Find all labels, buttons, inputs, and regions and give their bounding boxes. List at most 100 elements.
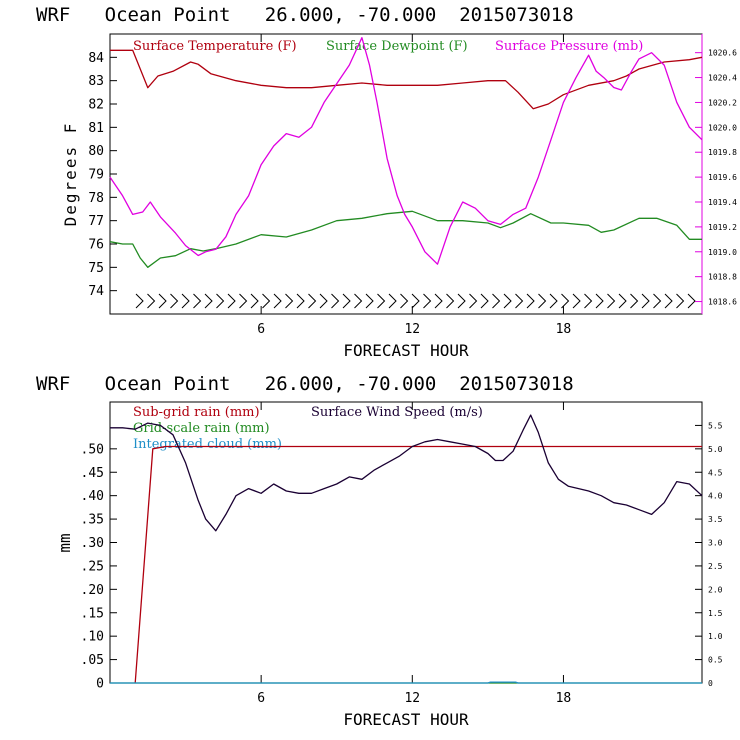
y-tick-label: 0 — [96, 677, 104, 692]
chart1-hatch-row — [135, 293, 696, 309]
hatch-mark — [308, 293, 317, 309]
hatch-mark — [618, 293, 627, 309]
legend-pressure: Surface Pressure (mb) — [495, 39, 643, 54]
y2-tick-label: 0.5 — [708, 656, 723, 665]
y-tick-label: .50 — [81, 442, 104, 457]
y-tick-label: 80 — [88, 144, 104, 159]
hatch-mark — [388, 293, 397, 309]
y-tick-label: 77 — [88, 214, 104, 229]
legend-subgrid-rain: Sub-grid rain (mm) — [133, 405, 260, 420]
series-line-press — [109, 37, 703, 265]
y-tick-label: .10 — [81, 630, 104, 645]
y2-tick-label: 1020.2 — [708, 98, 737, 107]
y2-tick-label: 1019.2 — [708, 223, 737, 232]
y-tick-label: 76 — [88, 238, 104, 253]
y-tick-label: 79 — [88, 168, 104, 183]
y-tick-label: .35 — [81, 513, 104, 528]
y2-tick-label: 5.5 — [708, 421, 723, 430]
chart2-y-label: mm — [55, 533, 74, 552]
y2-tick-label: 5.0 — [708, 445, 723, 454]
hatch-mark — [630, 293, 639, 309]
series-line-subgrid — [134, 445, 702, 684]
y-tick-label: 78 — [88, 191, 104, 206]
x-tick-label: 6 — [257, 322, 265, 337]
hatch-mark — [526, 293, 535, 309]
hatch-mark — [135, 293, 144, 309]
y2-tick-label: 1020.0 — [708, 123, 737, 132]
hatch-mark — [365, 293, 374, 309]
y2-tick-label: 1020.4 — [708, 74, 737, 83]
series-line-wind — [110, 414, 703, 532]
y2-tick-label: 3.0 — [708, 539, 723, 548]
chart1-plot-frame — [109, 33, 703, 315]
y2-tick-label: 1018.6 — [708, 298, 737, 307]
y2-tick-label: 1.5 — [708, 609, 723, 618]
legend-dewpoint: Surface Dewpoint (F) — [326, 39, 468, 54]
y2-tick-label: 4.0 — [708, 492, 723, 501]
chart1-x-label: FORECAST HOUR — [343, 341, 469, 360]
chart1-legend: Surface Temperature (F) Surface Dewpoint… — [133, 39, 643, 54]
hatch-mark — [480, 293, 489, 309]
chart1-ticks: 6 12 18 74 75 76 77 78 79 80 81 82 83 84 1018.6 1018.8 1… — [88, 34, 737, 337]
y-tick-label: 74 — [88, 284, 104, 299]
y2-tick-label: 2.5 — [708, 562, 723, 571]
hatch-mark — [434, 293, 443, 309]
hatch-mark — [561, 293, 570, 309]
chart2-x-label: FORECAST HOUR — [343, 710, 469, 729]
chart2-legend: Sub-grid rain (mm) Grid-scale rain (mm) … — [133, 405, 483, 452]
y-tick-label: 81 — [88, 121, 104, 136]
hatch-mark — [296, 293, 305, 309]
hatch-mark — [285, 293, 294, 309]
x-tick-label: 12 — [404, 322, 420, 337]
hatch-mark — [492, 293, 501, 309]
hatch-mark — [204, 293, 213, 309]
hatch-mark — [170, 293, 179, 309]
x-tick-label: 6 — [257, 691, 265, 706]
hatch-mark — [469, 293, 478, 309]
hatch-mark — [446, 293, 455, 309]
y2-tick-label: 1019.4 — [708, 198, 737, 207]
series-line-dew — [109, 210, 702, 268]
legend-integrated-cloud: Integrated cloud (mm) — [133, 437, 282, 452]
hatch-mark — [584, 293, 593, 309]
hatch-mark — [423, 293, 432, 309]
chart2-series — [110, 414, 703, 684]
hatch-mark — [193, 293, 202, 309]
hatch-mark — [147, 293, 156, 309]
hatch-mark — [503, 293, 512, 309]
y-tick-label: 84 — [88, 51, 104, 66]
x-tick-label: 18 — [556, 691, 572, 706]
y-tick-label: 83 — [88, 74, 104, 89]
hatch-mark — [607, 293, 616, 309]
hatch-mark — [227, 293, 236, 309]
hatch-mark — [158, 293, 167, 309]
hatch-mark — [411, 293, 420, 309]
y-tick-label: .25 — [81, 559, 104, 574]
y2-tick-label: 3.5 — [708, 515, 723, 524]
hatch-mark — [216, 293, 225, 309]
hatch-mark — [273, 293, 282, 309]
hatch-mark — [319, 293, 328, 309]
hatch-mark — [457, 293, 466, 309]
y2-tick-label: 1.0 — [708, 632, 723, 641]
hatch-mark — [641, 293, 650, 309]
hatch-mark — [676, 293, 685, 309]
y-tick-label: .45 — [81, 466, 104, 481]
hatch-mark — [653, 293, 662, 309]
hatch-mark — [250, 293, 259, 309]
legend-gridscale-rain: Grid-scale rain (mm) — [133, 421, 270, 436]
y2-tick-label: 1019.8 — [708, 148, 737, 157]
hatch-mark — [595, 293, 604, 309]
hatch-mark — [538, 293, 547, 309]
y-tick-label: .30 — [81, 536, 104, 551]
hatch-mark — [687, 293, 696, 309]
y-tick-label: 82 — [88, 98, 104, 113]
y-tick-label: .40 — [81, 489, 104, 504]
y2-tick-label: 1018.8 — [708, 273, 737, 282]
hatch-mark — [664, 293, 673, 309]
x-tick-label: 12 — [404, 691, 420, 706]
y2-tick-label: 1020.6 — [708, 49, 737, 58]
x-tick-label: 18 — [556, 322, 572, 337]
chart2-ticks: 6 12 18 0 .05 .10 .15 .20 .25 .30 .35 .40 .45 .50 0 0.5… — [81, 402, 723, 706]
